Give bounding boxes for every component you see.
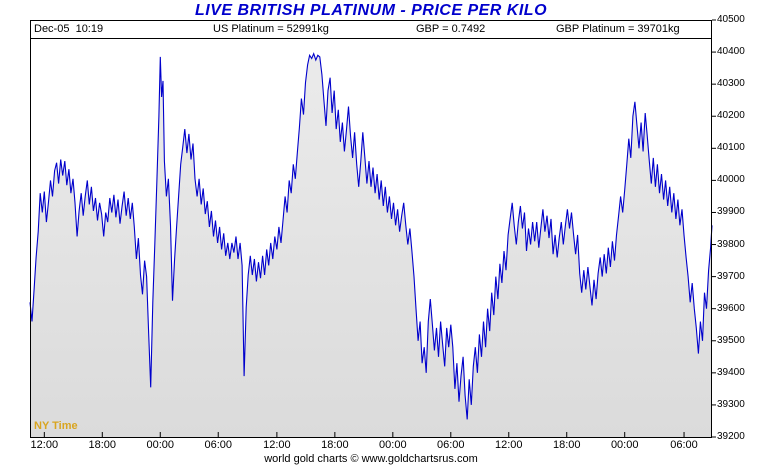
- header-gbp-rate: GBP = 0.7492: [416, 23, 486, 35]
- x-axis-label: 12:00: [30, 439, 59, 451]
- header-us-platinum: US Platinum = 52991kg: [213, 23, 329, 35]
- y-axis-label: 39200: [717, 431, 745, 442]
- page-title: LIVE BRITISH PLATINUM - PRICE PER KILO: [194, 2, 548, 19]
- price-line: [29, 52, 713, 420]
- x-axis-label: 18:00: [88, 439, 117, 451]
- footer-credit: world gold charts © www.goldchartsrus.co…: [264, 453, 478, 465]
- x-axis-label: 06:00: [437, 439, 465, 451]
- y-axis-label: 39600: [717, 302, 745, 314]
- x-axis-label: 12:00: [494, 439, 523, 451]
- price-area-fill: [30, 53, 712, 437]
- x-axis-label: 18:00: [321, 439, 349, 451]
- plot-frame: [30, 20, 712, 438]
- x-axis-label: 00:00: [146, 439, 175, 451]
- x-axis-label: 18:00: [552, 439, 581, 451]
- y-axis-label: 39300: [717, 398, 745, 410]
- x-axis-label: 00:00: [379, 439, 407, 451]
- y-axis-label: 39800: [717, 238, 745, 250]
- header-datetime: Dec-05 10:19: [34, 23, 104, 35]
- axis-ticks: [43, 19, 716, 438]
- x-axis-label: 12:00: [263, 439, 291, 451]
- ny-time-label: NY Time: [34, 420, 78, 432]
- y-axis-label: 39900: [717, 206, 745, 218]
- header-gbp-platinum: GBP Platinum = 39701kg: [556, 23, 680, 35]
- x-axis-label: 06:00: [204, 439, 232, 451]
- y-axis-label: 40400: [717, 46, 745, 58]
- y-axis-label: 39400: [717, 366, 745, 378]
- y-axis-label: 40200: [717, 110, 745, 122]
- y-axis-label: 40300: [717, 78, 745, 90]
- y-axis-label: 39700: [717, 270, 745, 282]
- x-axis-label: 00:00: [610, 439, 639, 451]
- y-axis-label: 39500: [717, 334, 745, 346]
- y-axis-label: 40000: [717, 174, 745, 186]
- y-axis-label: 40500: [717, 14, 745, 25]
- x-axis-label: 06:00: [670, 439, 698, 451]
- y-axis-label: 40100: [717, 142, 745, 154]
